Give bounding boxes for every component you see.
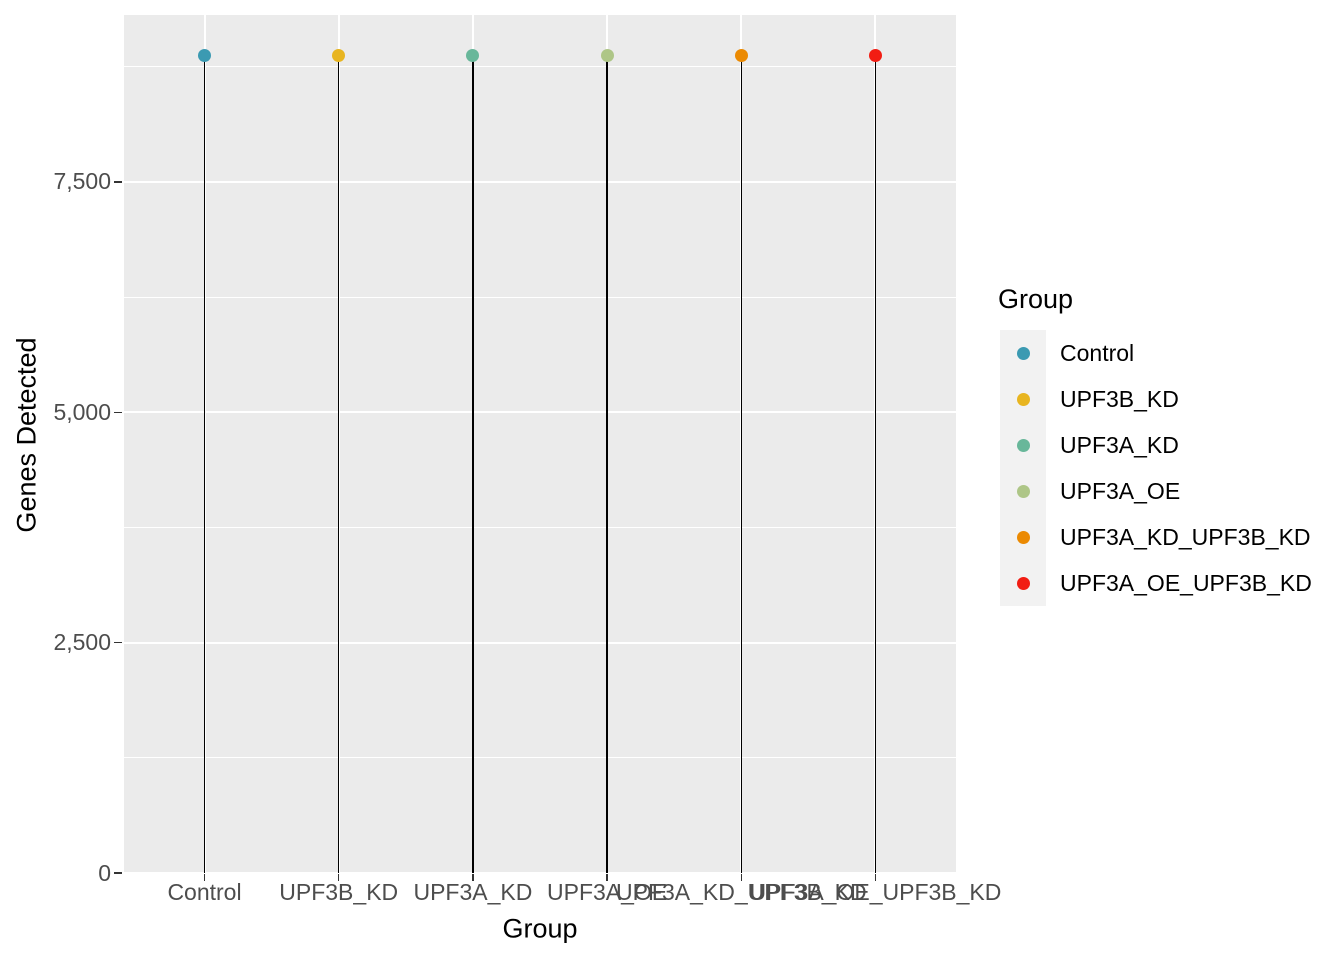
legend-item: UPF3A_OE_UPF3B_KD: [998, 560, 1312, 606]
legend-key: [1000, 514, 1046, 560]
legend-item: UPF3A_KD_UPF3B_KD: [998, 514, 1312, 560]
legend-dot: [1016, 346, 1030, 360]
x-tick-mark: [203, 874, 206, 881]
legend-key: [1000, 330, 1046, 376]
x-tick-mark: [337, 874, 340, 881]
data-point-upf3a_oe: [600, 49, 614, 63]
legend-label: UPF3A_KD_UPF3B_KD: [1060, 523, 1311, 550]
legend-key: [1000, 376, 1046, 422]
legend-label: UPF3A_OE_UPF3B_KD: [1060, 569, 1312, 596]
lollipop-stem: [874, 55, 877, 873]
data-point-upf3b_kd: [332, 49, 346, 63]
legend-items: Control UPF3B_KD UPF3A_KD UPF3A_OE UPF3A_KD_…: [998, 330, 1312, 606]
plot-panel: [124, 15, 956, 874]
y-axis-title: Genes Detected: [11, 337, 42, 533]
gridline-major-h: [124, 180, 956, 183]
x-tick-label: UPF3A_OE_UPF3B_KD: [749, 879, 1002, 905]
gridline-minor-h: [124, 526, 956, 528]
legend: Group Control UPF3B_KD UPF3A_KD UPF3A_OE UPF…: [998, 283, 1312, 606]
legend-label: UPF3A_OE: [1060, 477, 1181, 504]
legend-label: Control: [1060, 339, 1135, 366]
gridline-minor-h: [124, 66, 956, 68]
data-point-upf3a_oe_upf3b_kd: [868, 49, 882, 63]
gridline-major-h: [124, 872, 956, 874]
y-tick-mark: [114, 641, 122, 644]
y-tick-mark: [114, 411, 122, 414]
gridline-minor-h: [124, 757, 956, 759]
legend-key: [1000, 560, 1046, 606]
lollipop-stem: [740, 55, 743, 873]
legend-key: [1000, 422, 1046, 468]
legend-key: [1000, 468, 1046, 514]
x-tick-mark: [606, 874, 608, 881]
y-tick-label: 5,000: [53, 398, 111, 425]
x-tick-mark: [874, 874, 877, 881]
legend-item: UPF3A_OE: [998, 468, 1312, 514]
data-point-upf3a_kd: [466, 49, 480, 63]
legend-dot: [1016, 392, 1030, 406]
legend-item: UPF3B_KD: [998, 376, 1312, 422]
y-tick-label: 2,500: [53, 629, 111, 656]
legend-dot: [1016, 530, 1030, 544]
y-tick-mark: [114, 181, 122, 183]
legend-dot: [1016, 484, 1030, 498]
y-tick-label: 7,500: [53, 168, 111, 195]
legend-title: Group: [998, 284, 1074, 314]
x-tick-mark: [740, 874, 743, 881]
legend-label: UPF3B_KD: [1060, 385, 1179, 412]
data-point-control: [198, 49, 212, 63]
legend-item: UPF3A_KD: [998, 422, 1312, 468]
gridline-major-h: [124, 641, 956, 644]
x-tick-label: UPF3A_KD: [413, 879, 533, 905]
legend-label: UPF3A_KD: [1060, 431, 1179, 458]
lollipop-stem: [472, 55, 474, 873]
legend-dot: [1016, 576, 1030, 590]
x-tick-mark: [472, 874, 474, 881]
legend-item: Control: [998, 330, 1312, 376]
x-tick-label: UPF3A_OE: [547, 879, 668, 905]
gridline-minor-h: [124, 296, 956, 298]
y-tick-mark: [114, 872, 122, 874]
lollipop-stem: [203, 55, 206, 873]
gridline-major-h: [124, 411, 956, 414]
data-point-upf3a_kd_upf3b_kd: [734, 49, 748, 63]
x-tick-label: UPF3A_KD_UPF3B_KD: [616, 879, 867, 905]
legend-dot: [1016, 438, 1030, 452]
y-tick-label: 0: [98, 859, 111, 886]
x-axis-title: Group: [502, 913, 578, 944]
lollipop-stem: [606, 55, 608, 873]
lollipop-stem: [337, 55, 340, 873]
x-tick-label: UPF3B_KD: [279, 879, 399, 905]
x-tick-label: Control: [167, 879, 242, 905]
